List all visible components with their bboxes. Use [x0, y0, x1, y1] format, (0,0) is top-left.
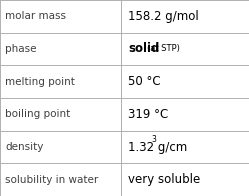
- Text: 158.2 g/mol: 158.2 g/mol: [128, 10, 199, 23]
- Text: 50 °C: 50 °C: [128, 75, 161, 88]
- Text: density: density: [5, 142, 43, 152]
- Text: boiling point: boiling point: [5, 109, 70, 119]
- Text: 1.32 g/cm: 1.32 g/cm: [128, 141, 187, 153]
- Text: (at STP): (at STP): [147, 44, 180, 54]
- Text: 3: 3: [152, 135, 157, 144]
- Text: molar mass: molar mass: [5, 11, 66, 21]
- Text: solubility in water: solubility in water: [5, 175, 98, 185]
- Text: solid: solid: [128, 43, 160, 55]
- Text: melting point: melting point: [5, 77, 75, 87]
- Text: phase: phase: [5, 44, 37, 54]
- Text: 319 °C: 319 °C: [128, 108, 169, 121]
- Text: very soluble: very soluble: [128, 173, 200, 186]
